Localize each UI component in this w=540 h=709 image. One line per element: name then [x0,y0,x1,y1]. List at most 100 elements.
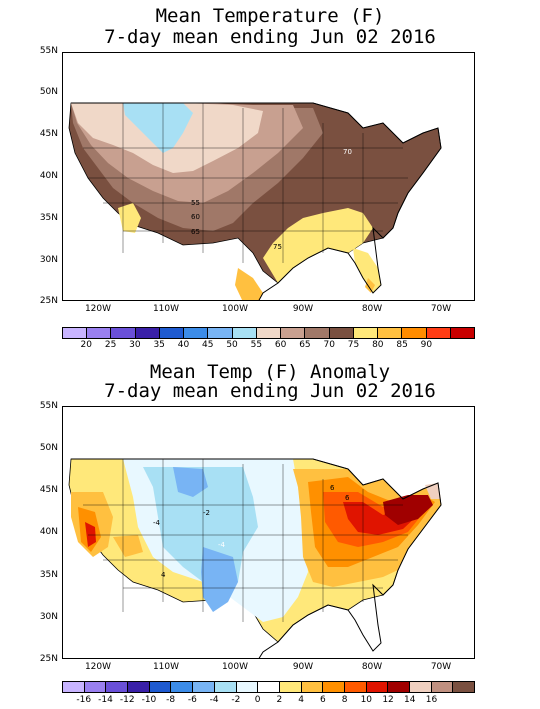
top-colorbar-swatch [208,328,233,338]
bottom-colorbar-tick-label: 10 [360,695,373,705]
top-colorbar-swatch [159,328,185,338]
bottom-colorbar-labels: -16 -14 -12 -10 -8 -6 -4 -2 0 2 4 6 8 10 12 14 16 [62,695,475,707]
bottom-colorbar-tick-label: -16 [76,695,92,705]
top-lat-35n: 35N [39,213,58,223]
top-colorbar-tick-label: 70 [323,340,335,350]
top-lon-110w: 110W [152,304,180,314]
bottom-colorbar-swatch [63,682,85,692]
contour-label-minus2: -2 [203,509,210,517]
top-colorbar-tick-label: 45 [202,340,214,350]
bottom-lat-55n: 55N [39,401,58,411]
bottom-colorbar-tick-label: 6 [319,695,326,705]
top-colorbar-swatch [378,328,403,338]
top-colorbar-tick-label: 40 [177,340,190,350]
top-colorbar-swatch [87,328,112,338]
contour-label-6b: 6 [345,494,350,502]
bottom-colorbar-swatch [301,682,324,692]
top-colorbar-tick-label: 90 [420,340,433,350]
canada-area [63,407,474,495]
top-colorbar-tick-label: 55 [250,340,263,350]
bottom-colorbar-tick-label: -4 [209,695,219,705]
region-75-80-southeast [263,208,373,283]
bottom-colorbar-swatch [193,682,215,692]
bottom-colorbar-tick-label: 12 [382,695,394,705]
bottom-colorbar-swatch [214,682,237,692]
bottom-lon-110w: 110W [152,662,180,672]
contour-label-6: 6 [330,484,335,492]
top-colorbar-swatch [353,328,379,338]
contour-label-minus4b: -4 [153,519,161,527]
bottom-anomaly-map: 6 6 -2 -4 -4 4 [62,406,475,659]
region-75-80-florida [353,248,381,293]
contour-label-55: 55 [191,199,200,207]
top-colorbar-swatch [305,328,330,338]
bottom-lat-45n: 45N [39,485,58,495]
top-colorbar-tick-label: 25 [104,340,117,350]
contour-label-4: 4 [161,571,166,579]
top-colorbar-swatch [111,328,136,338]
bottom-map-canvas: 6 6 -2 -4 -4 4 [63,407,474,658]
top-colorbar-tick-label: 35 [153,340,165,350]
top-colorbar-tick-label: 60 [274,340,287,350]
region-80-85-texas [235,268,263,300]
contour-label-65: 65 [191,228,200,236]
region-80-85-florida [365,278,375,293]
bottom-map-subtitle: 7-day mean ending Jun 02 2016 [104,380,436,402]
top-colorbar-tick-label: 20 [80,340,92,350]
region-cool-minus4 [201,547,238,612]
bottom-colorbar-swatch [236,682,259,692]
bottom-lat-50n: 50N [39,443,58,453]
top-colorbar-tick-label: 50 [226,340,238,350]
top-colorbar-labels: 20 25 30 35 40 45 50 55 60 65 70 75 80 85 90 [62,340,475,352]
bottom-colorbar-swatch [106,682,129,692]
top-map-title: Mean Temperature (F) [155,5,385,27]
bottom-lon-80w: 80W [361,662,383,672]
top-colorbar-swatch [256,328,282,338]
bottom-lon-90w: 90W [292,662,314,672]
bottom-lat-40n: 40N [39,527,58,537]
top-lat-55n: 55N [39,46,58,56]
bottom-lon-120w: 120W [84,662,112,672]
bottom-colorbar-tick-label: -2 [231,695,241,705]
top-colorbar-swatch [402,328,427,338]
region-warm-utah [113,535,143,557]
top-colorbar-swatch [281,328,306,338]
top-colorbar-swatch [329,328,354,338]
bottom-colorbar-tick-label: 16 [425,695,438,705]
top-colorbar-swatch [184,328,209,338]
top-colorbar-swatch [232,328,257,338]
bottom-map-title: Mean Temp (F) Anomaly [149,361,391,383]
bottom-colorbar-swatch [258,682,280,692]
top-colorbar-swatch [450,328,474,338]
bottom-colorbar-tick-label: 0 [254,695,261,705]
top-colorbar-tick-label: 80 [372,340,384,350]
region-warm-east-12 [383,495,433,525]
top-colorbar-tick-label: 30 [129,340,141,350]
top-colorbar-swatch [135,328,160,338]
state-boundaries [83,459,408,622]
bottom-colorbar [62,681,475,693]
bottom-colorbar-swatch [84,682,107,692]
bottom-colorbar-tick-label: -14 [98,695,113,705]
bottom-colorbar-swatch [431,682,454,692]
bottom-lon-100w: 100W [221,662,249,672]
bottom-colorbar-tick-label: -10 [141,695,157,705]
top-map-subtitle: 7-day mean ending Jun 02 2016 [104,26,436,48]
us-border [71,458,442,658]
bottom-lat-35n: 35N [39,570,58,580]
bottom-colorbar-swatch [149,682,172,692]
us-border [71,102,442,300]
top-colorbar-swatch [426,328,451,338]
contour-label-75: 75 [273,243,282,251]
bottom-colorbar-swatch [323,682,345,692]
bottom-lat-30n: 30N [39,612,58,622]
top-lon-100w: 100W [221,304,249,314]
canada-area [63,53,474,138]
top-colorbar [62,327,475,339]
top-lon-90w: 90W [292,304,314,314]
bottom-colorbar-swatch [366,682,389,692]
top-lon-120w: 120W [84,304,112,314]
bottom-colorbar-swatch [344,682,367,692]
state-boundaries [83,103,408,263]
top-lat-25n: 25N [39,296,58,306]
